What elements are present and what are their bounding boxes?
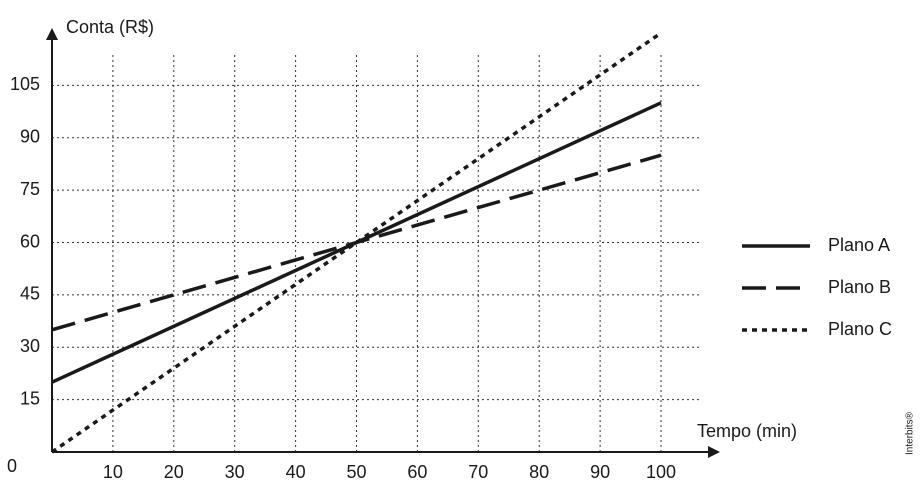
x-tick-label: 100 bbox=[646, 462, 676, 482]
x-tick-label: 0 bbox=[7, 456, 17, 476]
series-line bbox=[51, 153, 662, 332]
x-axis-label: Tempo (min) bbox=[697, 421, 797, 441]
y-tick-label: 45 bbox=[20, 284, 40, 304]
legend-label: Plano B bbox=[828, 277, 891, 297]
x-tick-label: 70 bbox=[468, 462, 488, 482]
x-tick-label: 10 bbox=[103, 462, 123, 482]
y-tick-label: 30 bbox=[20, 336, 40, 356]
y-tick-label: 90 bbox=[20, 127, 40, 147]
watermark: Interbits® bbox=[905, 411, 916, 455]
y-tick-label: 15 bbox=[20, 388, 40, 408]
series-line bbox=[51, 31, 662, 454]
y-tick-label: 60 bbox=[20, 231, 40, 251]
y-tick-label: 75 bbox=[20, 179, 40, 199]
grid bbox=[52, 55, 700, 452]
y-axis-label: Conta (R$) bbox=[66, 17, 154, 37]
legend-label: Plano A bbox=[828, 235, 890, 255]
x-tick-label: 80 bbox=[529, 462, 549, 482]
x-tick-label: 20 bbox=[164, 462, 184, 482]
x-tick-label: 30 bbox=[225, 462, 245, 482]
x-tick-label: 90 bbox=[590, 462, 610, 482]
x-tick-label: 60 bbox=[407, 462, 427, 482]
y-tick-label: 105 bbox=[10, 74, 40, 94]
x-tick-label: 50 bbox=[346, 462, 366, 482]
x-tick-label: 40 bbox=[286, 462, 306, 482]
legend-label: Plano C bbox=[828, 319, 892, 339]
